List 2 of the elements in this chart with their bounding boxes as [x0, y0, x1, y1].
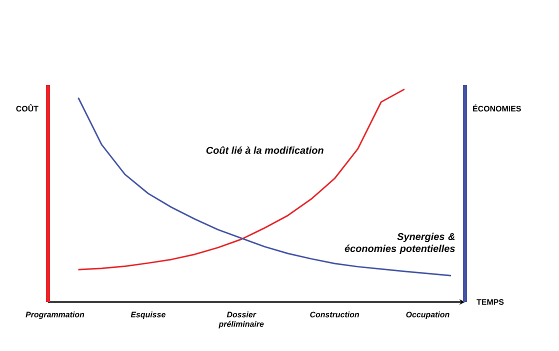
annotation: Coût lié à la modification	[206, 146, 324, 154]
annotation: Synergies & économies potentielles	[344, 232, 455, 254]
